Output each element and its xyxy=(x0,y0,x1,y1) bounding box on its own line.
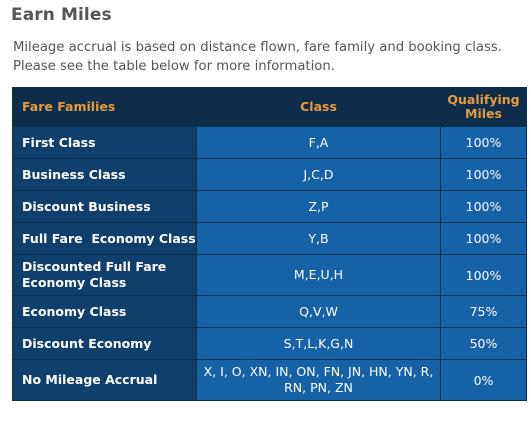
fare-family-cell: First Class xyxy=(12,126,197,159)
class-cell: F,A xyxy=(196,126,441,159)
fare-family-cell: Discounted Full Fare Economy Class xyxy=(12,254,197,296)
qualifying-miles-cell: 75% xyxy=(440,295,527,328)
qualifying-miles-cell: 100% xyxy=(440,254,527,296)
class-cell: X, I, O, XN, IN, ON, FN, JN, HN, YN, R, … xyxy=(196,359,441,401)
table-row: Discount Business Z,P 100% xyxy=(12,190,527,223)
table-row: Discounted Full Fare Economy Class M,E,U… xyxy=(12,254,527,296)
description: Mileage accrual is based on distance flo… xyxy=(13,38,523,76)
mileage-table: Fare Families Class Qualifying Miles Fir… xyxy=(12,87,527,401)
qualifying-miles-cell: 50% xyxy=(440,327,527,360)
fare-family-cell: No Mileage Accrual xyxy=(12,359,197,401)
class-cell: J,C,D xyxy=(196,158,441,191)
fare-family-cell: Economy Class xyxy=(12,295,197,328)
qualifying-miles-cell: 100% xyxy=(440,222,527,255)
table-row: Discount Economy S,T,L,K,G,N 50% xyxy=(12,327,527,360)
class-cell: Y,B xyxy=(196,222,441,255)
fare-family-cell: Discount Business xyxy=(12,190,197,223)
description-line: Please see the table below for more info… xyxy=(13,59,335,74)
fare-family-cell: Business Class xyxy=(12,158,197,191)
class-cell: Q,V,W xyxy=(196,295,441,328)
class-cell: M,E,U,H xyxy=(196,254,441,296)
column-header-qualifying-miles: Qualifying Miles xyxy=(440,87,527,127)
description-line: Mileage accrual is based on distance flo… xyxy=(13,40,502,55)
class-cell: S,T,L,K,G,N xyxy=(196,327,441,360)
fare-family-cell: Full Fare Economy Class xyxy=(12,222,197,255)
table-row: First Class F,A 100% xyxy=(12,126,527,159)
column-header-class: Class xyxy=(196,87,441,127)
page-title: Earn Miles xyxy=(11,5,112,25)
class-cell: Z,P xyxy=(196,190,441,223)
column-header-fare-families: Fare Families xyxy=(12,87,197,127)
table-row: Business Class J,C,D 100% xyxy=(12,158,527,191)
fare-family-cell: Discount Economy xyxy=(12,327,197,360)
qualifying-miles-cell: 100% xyxy=(440,158,527,191)
qualifying-miles-cell: 0% xyxy=(440,359,527,401)
table-row: Economy Class Q,V,W 75% xyxy=(12,295,527,328)
qualifying-miles-cell: 100% xyxy=(440,190,527,223)
qualifying-miles-cell: 100% xyxy=(440,126,527,159)
table-row: No Mileage Accrual X, I, O, XN, IN, ON, … xyxy=(12,359,527,401)
table-row: Full Fare Economy Class Y,B 100% xyxy=(12,222,527,255)
table-header-row: Fare Families Class Qualifying Miles xyxy=(12,87,527,127)
